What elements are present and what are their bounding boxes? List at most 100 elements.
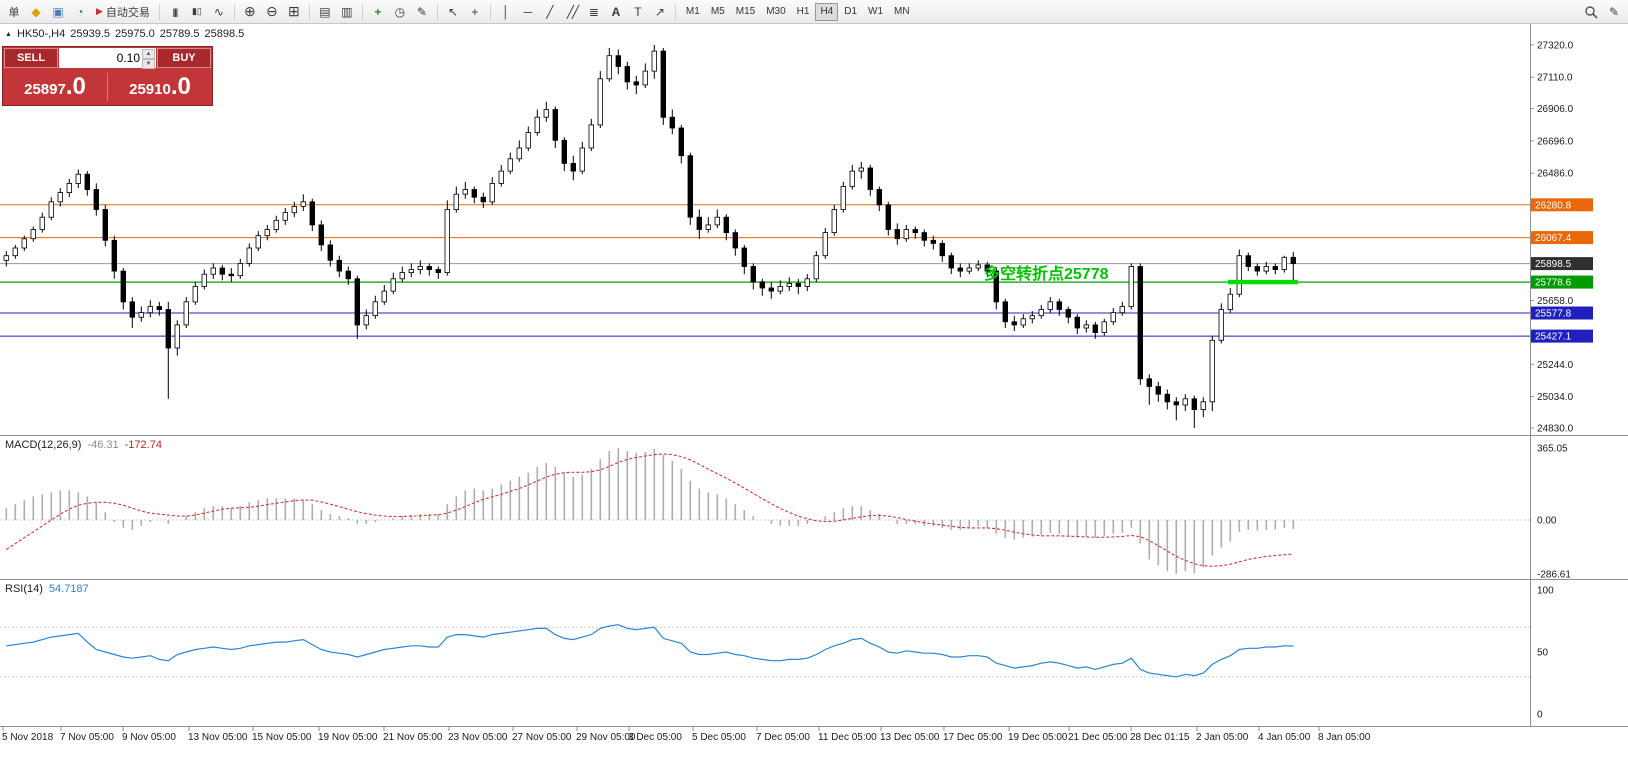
timeframe-m15[interactable]: M15 xyxy=(731,3,760,21)
timeframe-h1[interactable]: H1 xyxy=(792,3,815,21)
candle-body xyxy=(1155,386,1161,395)
new-chart-icon[interactable]: + xyxy=(374,4,382,19)
green-highlight-segment[interactable] xyxy=(1228,279,1298,285)
candle-body xyxy=(1272,266,1278,270)
fibonacci-tool-icon[interactable]: ≣ xyxy=(588,4,599,19)
new-order-button[interactable]: 单 xyxy=(4,2,24,22)
time-label: 5 Nov 2018 xyxy=(2,732,54,743)
candle-body xyxy=(948,255,954,269)
candle-body xyxy=(174,324,180,349)
candle-body xyxy=(732,232,738,249)
candle-body xyxy=(444,209,450,273)
candle-body xyxy=(3,255,9,261)
zoom-out-icon[interactable]: ⊖ xyxy=(266,3,278,19)
candle-body xyxy=(642,70,648,86)
text-tool-icon[interactable]: A xyxy=(611,4,621,19)
volume-up-button[interactable]: ▲ xyxy=(142,49,155,59)
search-icon[interactable] xyxy=(1580,2,1602,22)
candle-body xyxy=(246,247,252,264)
candle-body xyxy=(579,147,585,172)
market-watch-icon[interactable]: ▣ xyxy=(52,4,64,19)
buy-button[interactable]: BUY xyxy=(157,48,211,68)
line-chart-icon[interactable]: ∿ xyxy=(213,4,224,19)
toolbar-separator xyxy=(233,3,235,20)
panel-toggle-icon[interactable]: ▲ xyxy=(5,30,12,38)
candle-body xyxy=(687,155,693,218)
time-axis[interactable]: 5 Nov 2018 7 Nov 05:00 9 Nov 05:00 13 Nov 0… xyxy=(2,726,1371,743)
arrange-windows-icon[interactable]: ▤ xyxy=(319,4,331,19)
candle-body xyxy=(66,182,72,193)
volume-input[interactable] xyxy=(59,48,156,68)
label-tool-icon[interactable]: T xyxy=(634,4,642,19)
candle-body xyxy=(201,273,207,287)
time-label: 29 Nov 05:00 xyxy=(576,732,636,743)
candle-body xyxy=(570,162,576,172)
horizontal-lines[interactable] xyxy=(0,204,1530,337)
candle-body xyxy=(318,224,324,246)
timeframe-h4[interactable]: H4 xyxy=(815,2,839,21)
candle-body xyxy=(237,262,243,277)
candle-body xyxy=(840,186,846,211)
chart-canvas[interactable]: 27320.0 27110.0 26906.0 26696.0 26486.0 25658… xyxy=(0,24,1628,774)
macd-axis-label: 365.05 xyxy=(1537,444,1568,455)
trendline-tool-icon[interactable]: ╱ xyxy=(546,4,554,19)
rsi-panel xyxy=(0,624,1530,678)
candle-body xyxy=(1191,398,1197,410)
price-axis[interactable]: 27320.0 27110.0 26906.0 26696.0 26486.0 25658… xyxy=(1530,40,1593,435)
cascade-windows-icon[interactable]: ▥ xyxy=(341,4,353,19)
candle-body xyxy=(696,216,702,230)
sell-button[interactable]: SELL xyxy=(4,48,58,68)
timeframe-w1[interactable]: W1 xyxy=(863,3,888,21)
candle-body xyxy=(1128,266,1134,307)
time-label: 4 Jan 05:00 xyxy=(1258,732,1311,743)
candlestick-chart-icon[interactable]: ▮▯ xyxy=(191,6,202,16)
zoom-in-icon[interactable]: ⊕ xyxy=(244,3,256,19)
timeframe-m30[interactable]: M30 xyxy=(761,3,790,21)
template-icon[interactable]: ✎ xyxy=(416,4,427,19)
candle-body xyxy=(930,239,936,244)
channel-tool-icon[interactable]: ╱╱ xyxy=(566,4,579,19)
candle-body xyxy=(615,55,621,67)
sell-price-big: .0 xyxy=(65,73,86,100)
cursor-tool-icon[interactable]: ↖ xyxy=(447,4,458,19)
candle-body xyxy=(831,209,837,234)
new-order-label: 单 xyxy=(8,6,20,19)
candle-body xyxy=(1281,256,1287,270)
crosshair-tool-icon[interactable]: + xyxy=(471,4,479,19)
candle-body xyxy=(21,238,27,249)
volume-down-button[interactable]: ▼ xyxy=(142,59,155,69)
candle-body xyxy=(84,173,90,190)
pencil-icon[interactable]: ✎ xyxy=(1608,4,1620,19)
timeframe-m5[interactable]: M5 xyxy=(706,3,730,21)
timeframe-d1[interactable]: D1 xyxy=(839,3,862,21)
macd-title: MACD(12,26,9) xyxy=(5,439,82,451)
bar-chart-icon[interactable]: ||| xyxy=(172,6,179,17)
horizontal-line-tool-icon[interactable]: ─ xyxy=(523,4,533,19)
vertical-line-tool-icon[interactable]: │ xyxy=(502,4,510,19)
price-badge-label: 26067.4 xyxy=(1535,233,1572,244)
candle-body xyxy=(381,290,387,303)
candle-body xyxy=(228,273,234,277)
candle-body xyxy=(192,286,198,303)
time-label: 8 Jan 05:00 xyxy=(1318,732,1371,743)
timeframe-group: M1 M5 M15 M30 H1 H4 D1 W1 MN xyxy=(681,2,915,21)
candle-body xyxy=(912,229,918,233)
price-badge xyxy=(1531,275,1593,289)
candle-body xyxy=(741,247,747,267)
open-value: 25939.5 xyxy=(70,28,110,40)
tile-windows-icon[interactable]: ⊞ xyxy=(288,3,300,19)
arrows-tool-icon[interactable]: ↗ xyxy=(654,4,665,19)
candle-body xyxy=(75,173,81,184)
candle-body xyxy=(1092,324,1098,333)
autotrade-button[interactable]: ▶ 自动交易 xyxy=(92,2,154,22)
community-icon[interactable]: ◔ xyxy=(76,4,84,19)
time-label: 13 Dec 05:00 xyxy=(880,732,940,743)
clock-icon[interactable]: ◷ xyxy=(394,4,406,19)
timeframe-mn[interactable]: MN xyxy=(889,3,915,21)
rsi-value: 54.7187 xyxy=(48,583,89,595)
timeframe-m1[interactable]: M1 xyxy=(681,3,705,21)
time-label: 2 Jan 05:00 xyxy=(1196,732,1249,743)
accounts-icon[interactable]: ◆ xyxy=(31,4,41,19)
candle-body xyxy=(471,189,477,198)
candle-body xyxy=(390,278,396,292)
